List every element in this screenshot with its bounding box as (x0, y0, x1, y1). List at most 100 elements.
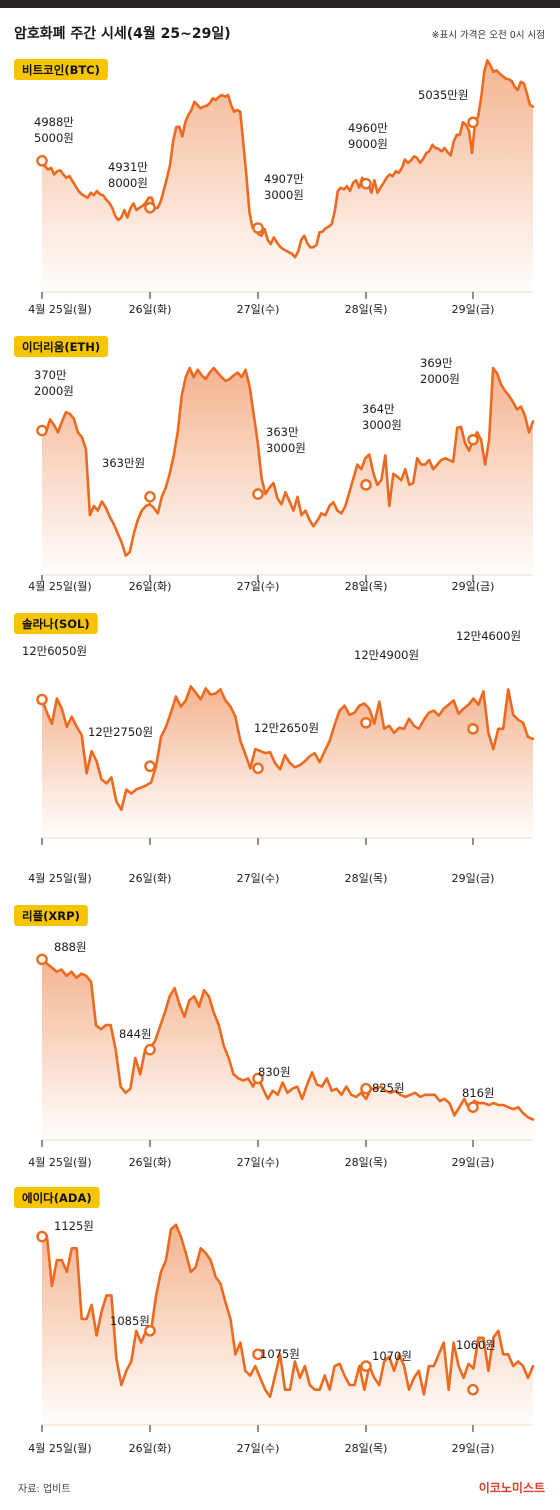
panel-ada: 4월 25일(월) 26일(화) 27일(수) 28일(목) 29일(금) 에이다(ADA… (14, 1187, 535, 1455)
chart-title: 암호화폐 주간 시세(4월 25~29일) (14, 25, 231, 42)
x-tick-label: 27일(수) (237, 1441, 280, 1455)
price-line-btc (40, 59, 535, 259)
price-annotation: 830원 (258, 1065, 291, 1079)
price-marker (144, 1324, 156, 1337)
panels: 4월 25일(월) 26일(화) 27일(수) 28일(목) 29일(금) 비트코인(BT… (14, 59, 535, 1455)
series-badge-eth: 이더리움(ETH) (14, 336, 109, 357)
panel-sol: 4월 25일(월) 26일(화) 27일(수) 28일(목) 29일(금) 솔라나(SOL… (14, 613, 535, 885)
price-annotation: 12만2650원 (254, 721, 319, 735)
price-marker (360, 479, 372, 491)
price-marker (252, 488, 264, 500)
price-annotation: 4988만 5000원 (34, 115, 74, 145)
series-badge-ada: 에이다(ADA) (14, 1187, 100, 1208)
price-annotation: 1125원 (54, 1219, 94, 1233)
x-tick-label: 4월 25일(월) (28, 1155, 91, 1169)
x-tick-label: 4월 25일(월) (28, 871, 91, 885)
price-annotation: 12만6050원 (22, 644, 87, 658)
price-marker (36, 155, 48, 167)
series-badge-xrp: 리플(XRP) (14, 905, 88, 926)
series-badge-btc: 비트코인(BTC) (14, 59, 108, 80)
price-annotation: 1060원 (456, 1338, 496, 1352)
price-annotation: 888원 (54, 940, 87, 954)
price-annotation: 4907만 3000원 (264, 172, 304, 202)
price-line-eth (40, 366, 535, 557)
x-tick-label: 26일(화) (129, 1155, 172, 1169)
x-tick-label: 28일(목) (345, 1441, 388, 1455)
x-tick-label: 4월 25일(월) (28, 1441, 91, 1455)
price-marker (144, 1043, 156, 1056)
price-marker (36, 953, 48, 966)
badge-background (14, 59, 108, 80)
x-tick-label: 29일(금) (452, 1441, 495, 1455)
panel-xrp: 4월 25일(월) 26일(화) 27일(수) 28일(목) 29일(금) 리플(XRP)… (14, 905, 535, 1169)
price-annotation: 370만 2000원 (34, 368, 74, 398)
x-tick-label: 29일(금) (452, 579, 495, 593)
series-name: 이더리움(ETH) (22, 340, 100, 354)
x-tick-label: 26일(화) (129, 871, 172, 885)
x-tick-label: 4월 25일(월) (28, 579, 91, 593)
brand-logo: 이코노미스트 (479, 1480, 545, 1495)
price-marker (144, 201, 156, 214)
x-tick-label: 28일(목) (345, 871, 388, 885)
x-tick-label: 27일(수) (237, 871, 280, 885)
price-annotation: 5035만원 (418, 88, 468, 102)
price-marker (252, 1348, 264, 1361)
x-tick-label: 27일(수) (237, 579, 280, 593)
x-tick-label: 28일(목) (345, 1155, 388, 1169)
panel-btc: 4월 25일(월) 26일(화) 27일(수) 28일(목) 29일(금) 비트코인(BT… (14, 59, 535, 316)
price-annotation: 844원 (119, 1027, 152, 1041)
price-line-sol (40, 685, 535, 811)
area-fill-eth (42, 368, 533, 575)
x-tick-label: 26일(화) (129, 579, 172, 593)
x-tick-label: 27일(수) (237, 1155, 280, 1169)
series-name: 리플(XRP) (22, 909, 80, 923)
top-bar (0, 0, 560, 8)
price-annotation: 12만4900원 (354, 648, 419, 662)
source-text: 자료: 업비트 (18, 1482, 71, 1495)
price-annotation: 369만 2000원 (420, 356, 460, 386)
price-marker (360, 177, 372, 190)
price-marker (360, 716, 372, 729)
price-annotation: 363만 3000원 (266, 425, 306, 455)
x-tick-label: 29일(금) (452, 871, 495, 885)
area-fill-btc (42, 60, 533, 292)
x-tick-label: 28일(목) (345, 579, 388, 593)
price-marker (144, 760, 156, 773)
series-name: 솔라나(SOL) (22, 617, 90, 631)
price-line-ada (40, 1223, 535, 1398)
price-annotation: 825원 (372, 1081, 405, 1095)
price-marker (467, 433, 479, 446)
x-tick-label: 29일(금) (452, 1155, 495, 1169)
price-marker (360, 1360, 372, 1372)
x-tick-label: 28일(목) (345, 302, 388, 316)
price-marker (467, 723, 479, 735)
x-tick-label: 4월 25일(월) (28, 302, 91, 316)
x-tick-label: 26일(화) (129, 302, 172, 316)
price-marker (36, 1230, 48, 1243)
price-marker (36, 424, 48, 437)
badge-background (14, 336, 109, 357)
price-annotation: 364만 3000원 (362, 402, 402, 432)
price-marker (467, 116, 479, 129)
price-annotation: 1075원 (260, 1347, 300, 1361)
panel-eth: 4월 25일(월) 26일(화) 27일(수) 28일(목) 29일(금) 이더리움(ET… (14, 336, 535, 593)
price-marker (467, 1101, 479, 1113)
series-badge-sol: 솔라나(SOL) (14, 613, 98, 634)
series-name: 에이다(ADA) (22, 1191, 92, 1205)
price-annotation: 1085원 (110, 1314, 150, 1328)
price-marker (467, 1383, 479, 1396)
price-marker (252, 1072, 264, 1085)
price-line-xrp (40, 958, 535, 1121)
price-annotation: 1070원 (372, 1349, 412, 1363)
price-marker (360, 1082, 372, 1095)
x-tick-label: 29일(금) (452, 302, 495, 316)
series-name: 비트코인(BTC) (22, 63, 100, 77)
area-fill-sol (42, 686, 533, 838)
badge-background (14, 905, 88, 926)
price-marker (36, 693, 48, 706)
price-marker (144, 490, 156, 503)
badge-background (14, 1187, 100, 1208)
price-annotation: 12만2750원 (88, 725, 153, 739)
price-annotation: 4931만 8000원 (108, 160, 148, 190)
area-fill-ada (42, 1224, 533, 1425)
